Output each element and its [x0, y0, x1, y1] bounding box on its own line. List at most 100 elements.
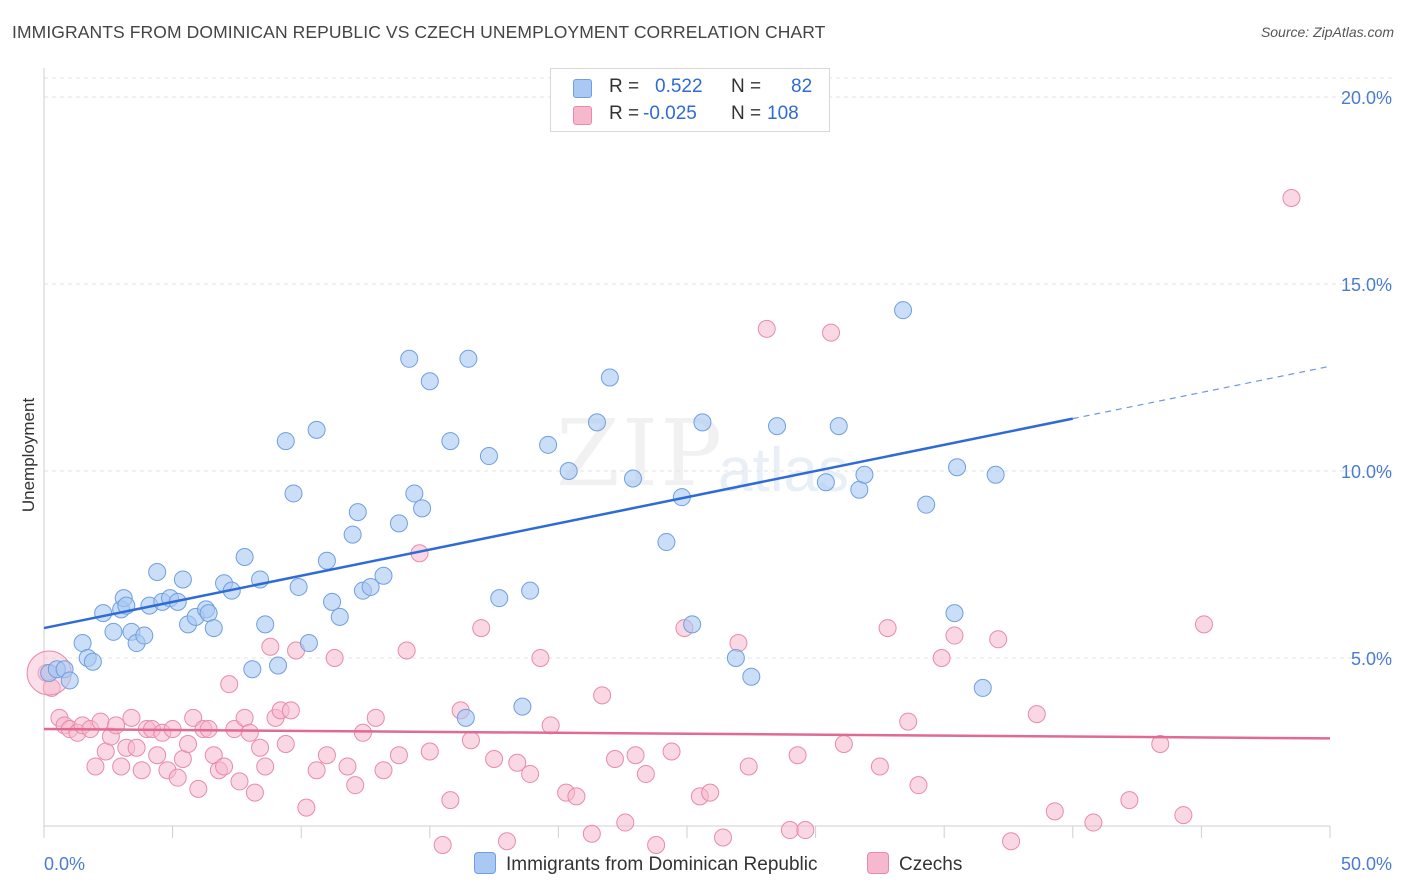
czechs-point [366, 708, 385, 727]
czechs-point [932, 649, 951, 667]
dominican-point [135, 626, 154, 645]
dominican-point [945, 604, 964, 623]
dominican-point [323, 592, 342, 611]
czechs-point [325, 649, 344, 667]
dominican-point [173, 570, 192, 589]
dominican-point [855, 465, 874, 484]
czechs-point [605, 749, 624, 768]
dominican-point [742, 667, 761, 686]
czechs-point [112, 757, 131, 776]
r-label: R = [609, 76, 640, 97]
chart-title: IMMIGRANTS FROM DOMINICAN REPUBLIC VS CZ… [12, 22, 826, 42]
y-axis-title: Unemployment [19, 398, 38, 513]
czechs-point [909, 776, 928, 795]
dominican-point [104, 622, 123, 641]
czechs-point [1084, 813, 1103, 832]
dominican-point [456, 708, 475, 727]
czechs-point [374, 761, 393, 780]
czechs-point [96, 742, 115, 761]
czechs-point [701, 783, 720, 802]
czechs-point [780, 821, 799, 840]
czechs-point [261, 637, 280, 656]
czechs-point [346, 776, 365, 795]
dominican-point [276, 432, 295, 451]
dominican-point [587, 413, 606, 432]
series-legend: Immigrants from Dominican Republic Czech… [0, 852, 1406, 878]
dominican-point [850, 480, 869, 499]
czechs-point [739, 757, 758, 776]
dominican-point [420, 372, 439, 391]
czechs-point [1027, 705, 1046, 724]
czechs-point [989, 630, 1008, 649]
czechs-point [714, 828, 733, 847]
czechs-point [899, 712, 918, 731]
czechs-point [338, 757, 357, 776]
czechs-point [1282, 188, 1301, 207]
czechs-point [1045, 802, 1064, 821]
czechs-trend-line [43, 727, 1331, 740]
dominican-point [389, 514, 408, 533]
dominican-point [330, 607, 349, 626]
dominican-point [559, 462, 578, 480]
pink-swatch-icon [573, 106, 592, 125]
czechs-point [497, 832, 516, 851]
dominican-point [374, 566, 393, 585]
czechs-point [757, 319, 776, 338]
czechs-point [220, 675, 239, 694]
dominican-point [459, 349, 478, 368]
blue-swatch-icon [573, 79, 592, 98]
czechs-point [729, 634, 748, 653]
czechs-point [582, 824, 601, 843]
x-tick-label: 50.0% [1341, 854, 1392, 874]
dominican-trend-line [43, 417, 1074, 630]
czechs-point [297, 798, 316, 817]
czechs-point [235, 708, 254, 727]
czechs-point [521, 764, 540, 783]
axis-labels: 5.0% 10.0% 15.0% 20.0% 0.0% 50.0% Unemployment [19, 88, 1392, 874]
czechs-point [215, 757, 234, 776]
dominican-point [623, 469, 642, 488]
dominican-point [768, 417, 787, 436]
dominican-point [948, 458, 967, 477]
czechs-point [276, 735, 295, 754]
czechs-point [461, 731, 480, 750]
dominican-point [894, 301, 913, 320]
dominican-point [413, 499, 432, 518]
dominican-point [307, 420, 326, 439]
czechs-point [636, 764, 655, 783]
czechs-point [86, 757, 105, 776]
dominican-point [441, 432, 460, 451]
czechs-point [485, 749, 504, 768]
legend-item-czechs: Czechs [867, 852, 962, 878]
czechs-point [397, 641, 416, 660]
dominican-point [917, 495, 936, 514]
source-label: Source: ZipAtlas.com [1260, 24, 1394, 40]
dominican-point [289, 577, 308, 596]
czechs-point [1002, 832, 1021, 851]
czechs-point [508, 753, 527, 772]
dominican-point [83, 652, 102, 671]
dominican-point [284, 484, 303, 503]
czechs-point [945, 626, 964, 645]
watermark-zip: ZIP [556, 400, 725, 507]
dominican-point [199, 604, 218, 623]
czechs-point [796, 821, 815, 840]
dominican-point [816, 473, 835, 492]
y-tick-label: 20.0% [1341, 88, 1392, 108]
czechs-point [433, 836, 452, 854]
czechs-point [307, 761, 326, 780]
dominican-point [513, 697, 532, 716]
legend-label: Czechs [899, 854, 963, 875]
x-tick-label: 0.0% [44, 854, 85, 874]
legend-label: Immigrants from Dominican Republic [506, 854, 818, 875]
grid-lines [44, 77, 1392, 659]
czechs-point [441, 791, 460, 810]
dominican-trend-extension [1072, 365, 1331, 420]
dominican-point [94, 604, 113, 623]
dominican-point [405, 484, 424, 503]
czechs-point [420, 742, 439, 761]
dominican-point [361, 577, 380, 596]
dominican-point [343, 525, 362, 544]
dominican-point [256, 615, 275, 634]
